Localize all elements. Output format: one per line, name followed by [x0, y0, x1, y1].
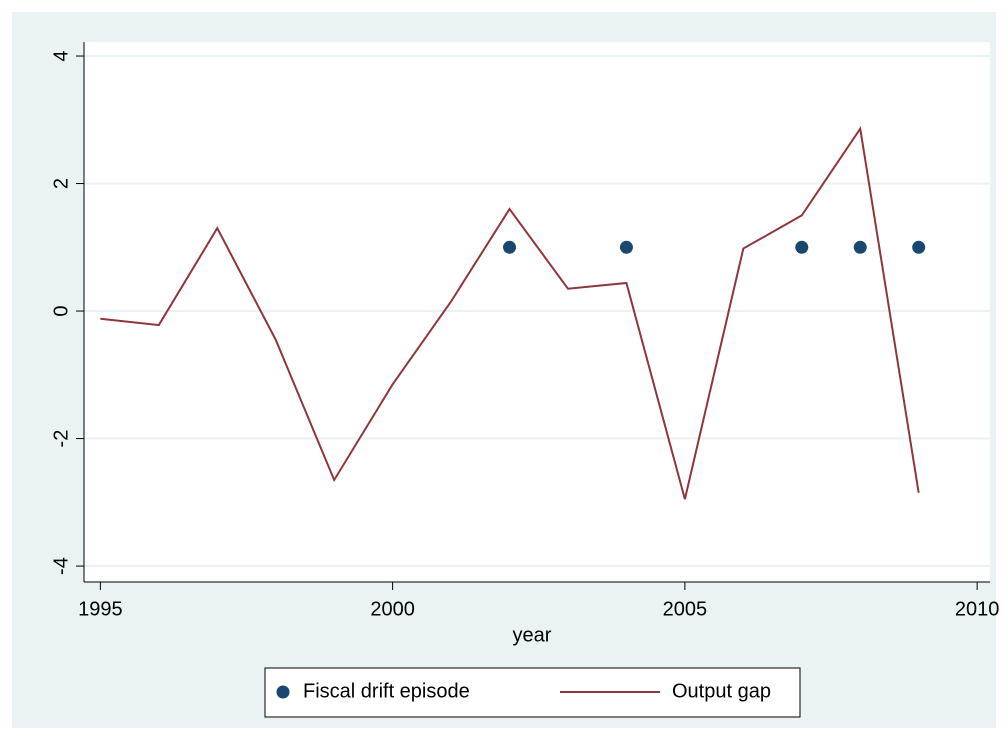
- x-axis-title: year: [513, 624, 552, 646]
- point: [619, 240, 633, 254]
- point: [912, 240, 926, 254]
- point: [795, 240, 809, 254]
- legend-marker: [276, 685, 290, 699]
- x-tick-label: 2005: [663, 598, 708, 620]
- y-tick-label: 2: [50, 178, 72, 189]
- y-tick-label: -4: [50, 557, 72, 575]
- point: [853, 240, 867, 254]
- x-tick-label: 2000: [370, 598, 415, 620]
- legend-label: Fiscal drift episode: [303, 680, 470, 702]
- y-tick-label: -2: [50, 430, 72, 448]
- line: [100, 126, 920, 500]
- y-tick-label: 0: [50, 305, 72, 316]
- x-tick-label: 1995: [78, 598, 123, 620]
- point: [503, 240, 517, 254]
- legend-box: [264, 667, 801, 718]
- legend-label: Output gap: [672, 680, 771, 702]
- y-tick-label: 4: [50, 50, 72, 61]
- x-tick-label: 2010: [955, 598, 1000, 620]
